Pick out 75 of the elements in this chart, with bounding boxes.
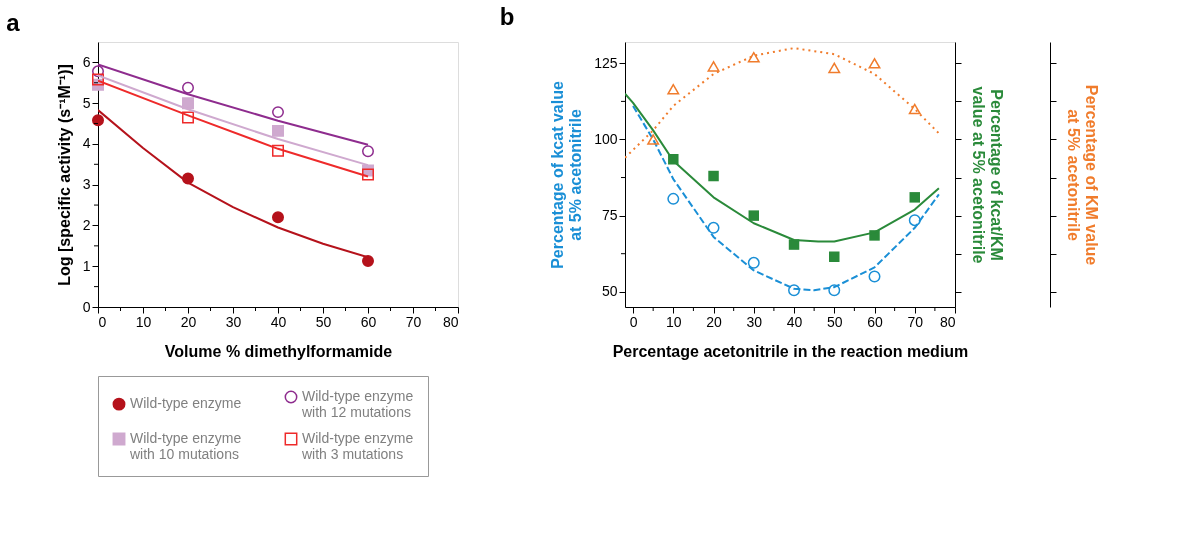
y-tick-label: 125 bbox=[594, 54, 618, 71]
x-tick-label: 80 bbox=[939, 313, 956, 330]
point bbox=[869, 230, 880, 241]
y-axis-title: Log [specific activity (s⁻¹M⁻¹)] bbox=[55, 64, 73, 286]
x-axis-title: Percentage acetonitrile in the reaction medium bbox=[612, 342, 969, 360]
point bbox=[708, 170, 719, 182]
x-tick-label: 80 bbox=[442, 313, 459, 330]
point bbox=[707, 61, 720, 72]
point bbox=[667, 192, 680, 205]
point bbox=[272, 124, 284, 137]
line-series bbox=[625, 47, 940, 159]
point bbox=[92, 65, 104, 78]
point bbox=[909, 192, 920, 203]
point bbox=[182, 81, 194, 94]
point bbox=[748, 210, 760, 221]
point bbox=[92, 73, 104, 86]
point bbox=[829, 251, 840, 262]
point bbox=[272, 106, 284, 119]
point bbox=[908, 103, 921, 115]
point bbox=[647, 134, 660, 145]
point bbox=[868, 270, 881, 283]
x-tick-label: 40 bbox=[270, 313, 287, 330]
y3-axis-title: Percentage of KM value at 5% acetonitrile bbox=[1065, 84, 1100, 266]
chart-title: b bbox=[499, 3, 515, 30]
x-tick-label: 40 bbox=[786, 313, 803, 330]
x-tick-label: 30 bbox=[746, 313, 763, 330]
y-tick-label: 4 bbox=[82, 135, 91, 152]
point bbox=[908, 214, 921, 227]
x-tick-label: 60 bbox=[867, 313, 884, 330]
y-tick-label: 2 bbox=[82, 216, 91, 233]
y-tick-label: 0 bbox=[82, 298, 91, 315]
point bbox=[92, 114, 104, 127]
y-tick-label: 100 bbox=[594, 130, 618, 147]
point bbox=[667, 83, 680, 95]
x-tick-label: 70 bbox=[405, 313, 422, 330]
x-tick-label: 0 bbox=[629, 313, 638, 330]
point bbox=[272, 144, 284, 157]
point bbox=[707, 221, 720, 234]
point bbox=[747, 256, 760, 269]
legend-label: Wild-type enzyme with 10 mutations bbox=[129, 430, 242, 462]
chart-title: a bbox=[6, 9, 21, 36]
x-tick-label: 10 bbox=[135, 313, 152, 330]
point bbox=[362, 145, 374, 158]
x-tick-label: 20 bbox=[180, 313, 197, 330]
x-tick-label: 0 bbox=[98, 313, 107, 330]
point bbox=[362, 254, 374, 267]
legend-label: Wild-type enzyme with 12 mutations bbox=[301, 388, 414, 420]
y-tick-label: 75 bbox=[601, 207, 618, 224]
x-tick-label: 70 bbox=[907, 313, 924, 330]
point bbox=[272, 211, 284, 224]
x-tick-label: 50 bbox=[315, 313, 332, 330]
point bbox=[182, 111, 194, 124]
y-tick-label: 50 bbox=[601, 283, 618, 300]
point bbox=[182, 97, 194, 110]
x-tick-label: 30 bbox=[225, 313, 242, 330]
y-tick-label: 5 bbox=[82, 94, 91, 111]
y-axis-title: Percentage of kcat value at 5% acetonitrile bbox=[549, 81, 585, 269]
y-tick-label: 3 bbox=[82, 176, 91, 193]
y2-axis-title: Percentage of kcat/KM value at 5% acetonitrile bbox=[970, 86, 1005, 264]
y-tick-label: 1 bbox=[82, 257, 91, 274]
legend-label: Wild-type enzyme bbox=[130, 395, 242, 412]
legend-label: Wild-type enzyme with 3 mutations bbox=[301, 430, 414, 462]
point bbox=[828, 284, 841, 297]
x-tick-label: 60 bbox=[360, 313, 377, 330]
point bbox=[362, 168, 374, 181]
point bbox=[868, 58, 881, 69]
point bbox=[788, 284, 801, 297]
x-axis-title: Volume % dimethylformamide bbox=[164, 342, 393, 360]
x-tick-label: 20 bbox=[706, 313, 723, 330]
point bbox=[747, 51, 760, 63]
x-tick-label: 50 bbox=[826, 313, 843, 330]
x-tick-label: 10 bbox=[666, 313, 682, 330]
point bbox=[828, 62, 841, 74]
y-tick-label: 6 bbox=[82, 53, 91, 70]
line-series bbox=[632, 104, 940, 292]
